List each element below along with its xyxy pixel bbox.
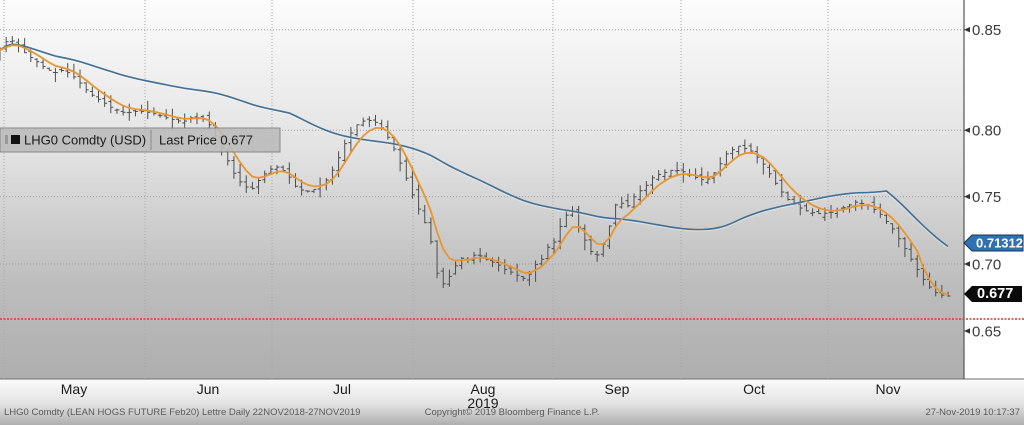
svg-text:Jul: Jul [333, 381, 351, 397]
svg-text:0.85: 0.85 [972, 22, 1001, 39]
svg-text:Jun: Jun [197, 381, 220, 397]
svg-text:27-Nov-2019 10:17:37: 27-Nov-2019 10:17:37 [925, 407, 1020, 418]
svg-text:0.677: 0.677 [977, 286, 1013, 302]
svg-text:0.70: 0.70 [972, 257, 1001, 274]
svg-text:Last Price 0.677: Last Price 0.677 [159, 133, 253, 148]
svg-text:Copyright© 2019 Bloomberg Fina: Copyright© 2019 Bloomberg Finance L.P. [425, 407, 600, 418]
svg-text:Nov: Nov [876, 381, 901, 397]
svg-text:0.65: 0.65 [972, 324, 1001, 341]
svg-text:LHG0 Comdty (LEAN HOGS FUTURE: LHG0 Comdty (LEAN HOGS FUTURE Feb20) Let… [4, 407, 360, 418]
svg-text:0.71312: 0.71312 [976, 236, 1023, 251]
svg-text:May: May [61, 381, 87, 397]
svg-text:Sep: Sep [605, 381, 630, 397]
svg-text:LHG0 Comdty (USD): LHG0 Comdty (USD) [24, 133, 146, 148]
svg-text:Oct: Oct [743, 381, 765, 397]
svg-text:0.75: 0.75 [972, 189, 1001, 206]
svg-text:0.80: 0.80 [972, 123, 1001, 140]
